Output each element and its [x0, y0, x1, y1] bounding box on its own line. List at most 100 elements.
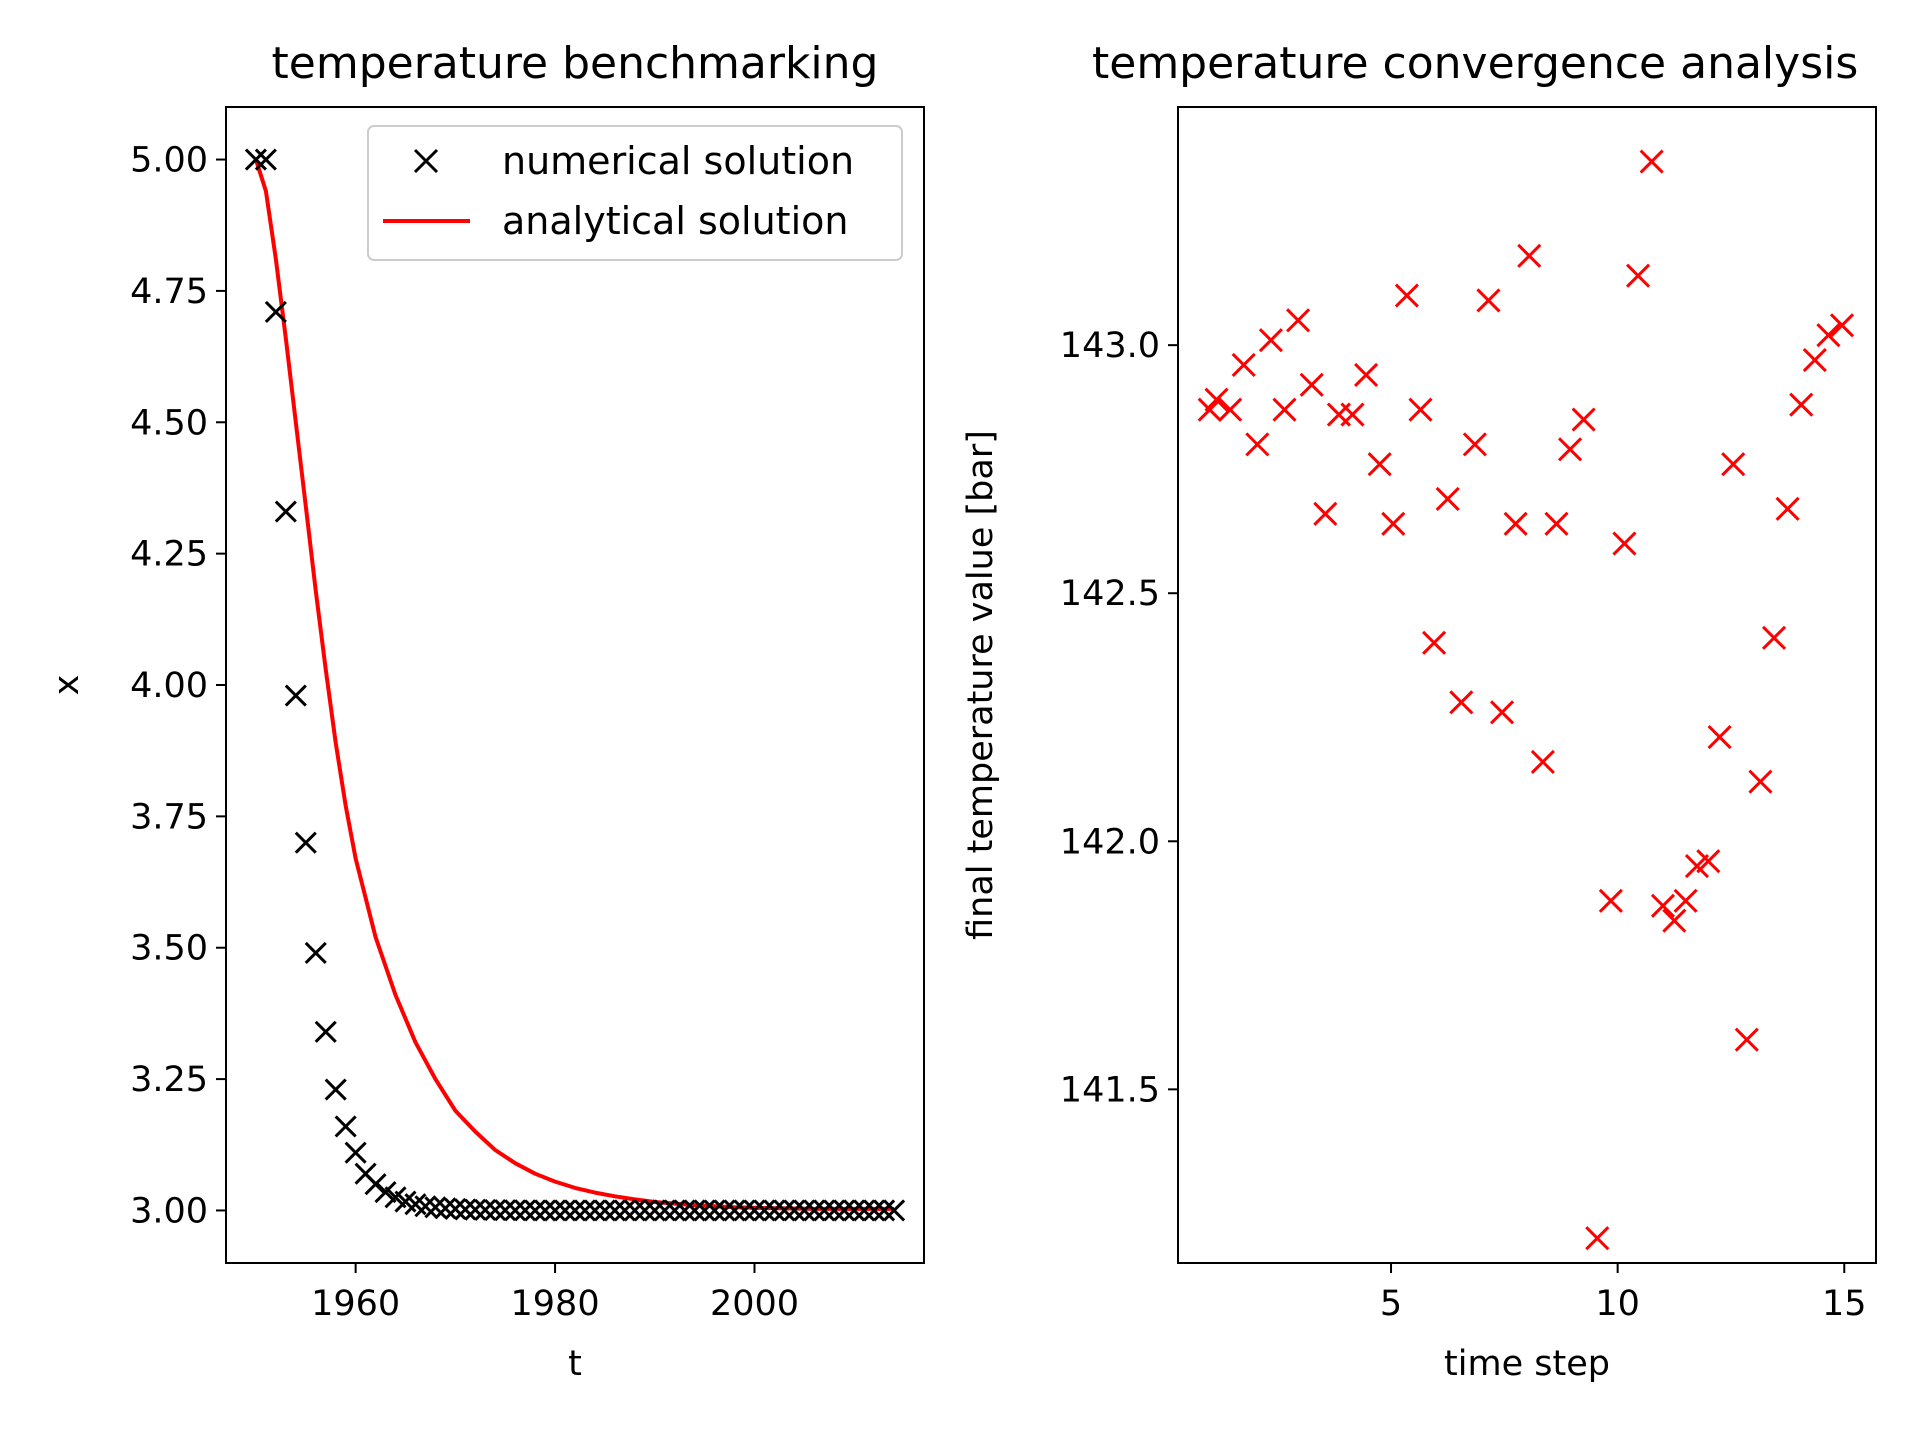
convergence-chart: temperature convergence analysis 5 10 15 141…	[961, 38, 1877, 1384]
y-tick-label: 4.25	[130, 535, 208, 575]
convergence-point	[1625, 263, 1651, 288]
convergence-point	[1517, 243, 1542, 268]
numerical-point	[813, 1199, 836, 1222]
numerical-point	[653, 1199, 676, 1222]
convergence-point	[1721, 452, 1746, 477]
x-tick-label: 10	[1595, 1284, 1640, 1324]
numerical-point	[294, 831, 317, 854]
numerical-point	[464, 1198, 487, 1221]
legend-label-numerical: numerical solution	[502, 139, 854, 183]
convergence-point	[1571, 407, 1596, 432]
plot-area	[244, 148, 906, 1222]
numerical-point	[673, 1199, 696, 1222]
convergence-point	[1422, 630, 1447, 655]
numerical-point	[244, 148, 267, 171]
numerical-point	[793, 1199, 816, 1222]
convergence-point	[1775, 496, 1800, 521]
numerical-point	[314, 1020, 337, 1043]
convergence-point	[1662, 908, 1687, 933]
convergence-point	[1707, 725, 1732, 750]
convergence-point	[1394, 283, 1419, 308]
numerical-point	[274, 500, 297, 523]
numerical-point	[783, 1199, 806, 1222]
convergence-point	[1258, 328, 1283, 353]
numerical-point	[773, 1199, 796, 1222]
numerical-point	[593, 1199, 616, 1222]
convergence-point	[1748, 769, 1773, 794]
convergence-point	[1340, 402, 1365, 427]
y-tick-label: 3.75	[130, 797, 208, 837]
y-axis-label: x	[47, 675, 87, 696]
convergence-point	[1530, 749, 1555, 774]
numerical-point	[414, 1195, 437, 1218]
numerical-point	[254, 148, 277, 171]
numerical-point	[573, 1199, 597, 1222]
x-tick-label: 15	[1822, 1284, 1867, 1324]
convergence-point	[1490, 700, 1515, 725]
convergence-point	[1544, 511, 1569, 536]
convergence-point	[1408, 397, 1433, 422]
convergence-point	[1449, 690, 1474, 715]
convergence-point	[1299, 372, 1324, 397]
numerical-point	[833, 1199, 856, 1222]
convergence-point	[1462, 432, 1487, 457]
convergence-point	[1816, 323, 1841, 348]
convergence-point	[1272, 397, 1297, 422]
y-tick-label: 5.00	[130, 141, 208, 181]
convergence-point	[1381, 511, 1406, 536]
numerical-point	[883, 1199, 906, 1222]
numerical-point	[753, 1199, 776, 1222]
x-axis-label: time step	[1444, 1344, 1610, 1384]
convergence-point	[1673, 888, 1698, 913]
numerical-point	[334, 1115, 357, 1138]
numerical-point	[693, 1199, 716, 1222]
convergence-point	[1598, 888, 1623, 913]
numerical-point	[713, 1199, 736, 1222]
numerical-point	[304, 941, 327, 965]
numerical-point	[434, 1197, 457, 1220]
convergence-point	[1557, 437, 1583, 462]
numerical-point	[633, 1199, 656, 1222]
convergence-point	[1503, 511, 1528, 536]
plot-area	[1197, 149, 1855, 1251]
y-tick-label: 3.25	[130, 1060, 208, 1100]
legend: numerical solution analytical solution	[367, 125, 903, 261]
y-axis-label: final temperature value [bar]	[961, 430, 1001, 940]
convergence-point	[1476, 288, 1501, 313]
convergence-point	[1204, 387, 1229, 412]
convergence-point	[1829, 313, 1855, 338]
numerical-point	[723, 1199, 746, 1222]
numerical-point	[623, 1199, 646, 1222]
convergence-point	[1218, 397, 1243, 422]
y-tick-label: 4.50	[130, 403, 208, 443]
numerical-point	[853, 1199, 876, 1222]
numerical-point	[264, 300, 287, 323]
y-tick-label: 143.0	[1060, 326, 1160, 366]
numerical-point	[613, 1199, 636, 1222]
numerical-point	[763, 1199, 786, 1222]
axes-frame	[225, 106, 925, 1264]
numerical-point	[424, 1196, 447, 1219]
numerical-point	[823, 1199, 846, 1222]
numerical-point	[454, 1198, 477, 1221]
convergence-point	[1639, 149, 1664, 174]
numerical-point	[603, 1199, 626, 1222]
x-axis-label: t	[568, 1344, 582, 1384]
legend-box	[367, 125, 903, 261]
axes-frame	[1177, 106, 1877, 1264]
numerical-point	[444, 1197, 467, 1220]
numerical-point	[284, 684, 307, 707]
convergence-point	[1313, 501, 1338, 526]
numerical-point	[484, 1199, 507, 1222]
y-tick-label: 4.00	[130, 666, 208, 706]
numerical-point	[663, 1199, 686, 1222]
y-tick-label: 142.0	[1060, 822, 1160, 862]
x-tick-label: 2000	[710, 1284, 799, 1324]
convergence-point	[1354, 362, 1379, 387]
x-tick-label: 1960	[311, 1284, 400, 1324]
convergence-point	[1245, 432, 1270, 457]
numerical-point	[504, 1199, 527, 1222]
numerical-point	[843, 1199, 866, 1222]
numerical-point	[703, 1199, 726, 1222]
